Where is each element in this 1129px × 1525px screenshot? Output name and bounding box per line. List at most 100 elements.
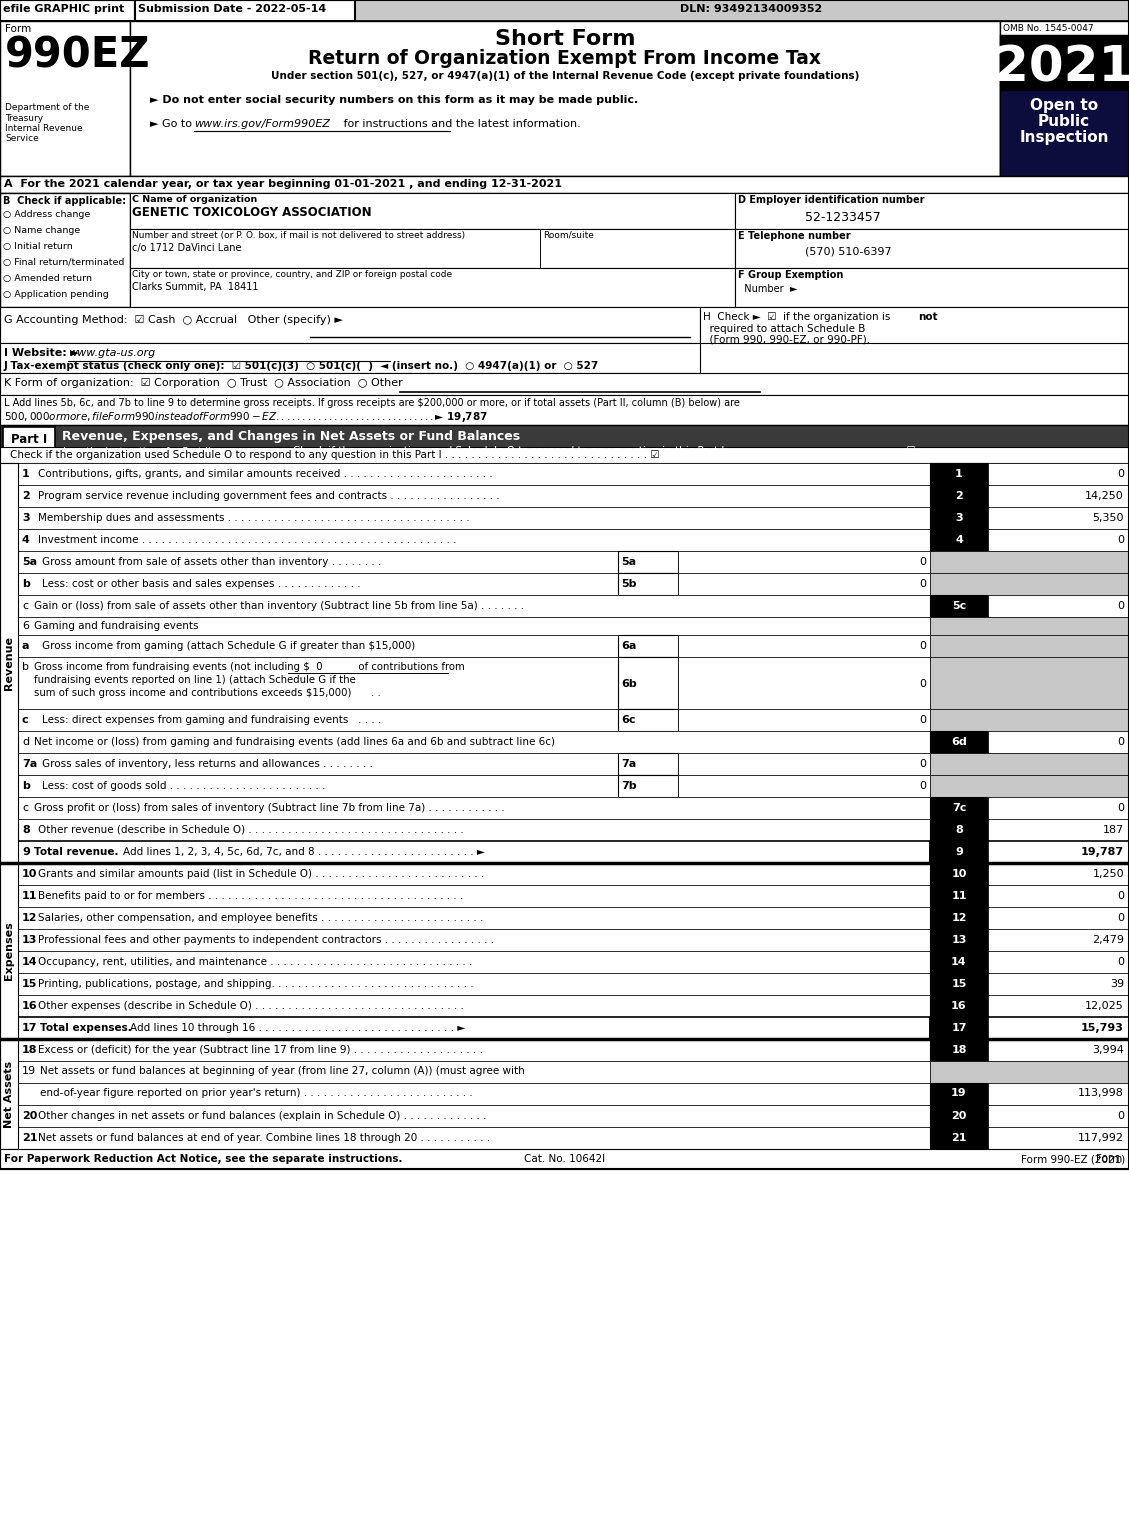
Bar [930, 485, 988, 506]
Bar [18, 573, 618, 595]
Text: Part I: Part I [11, 433, 47, 445]
Text: 11: 11 [952, 891, 966, 901]
Text: Printing, publications, postage, and shipping. . . . . . . . . . . . . . . . . .: Printing, publications, postage, and shi… [38, 979, 474, 990]
Text: Gaming and fundraising events: Gaming and fundraising events [34, 621, 199, 631]
Text: c/o 1712 DaVinci Lane: c/o 1712 DaVinci Lane [132, 242, 242, 253]
Text: E Telephone number: E Telephone number [738, 230, 850, 241]
Bar [135, 0, 355, 21]
Text: 12,025: 12,025 [1085, 1000, 1124, 1011]
Text: 0: 0 [919, 715, 926, 724]
Text: 6c: 6c [621, 715, 636, 724]
Bar [930, 753, 1129, 775]
Text: D Employer identification number: D Employer identification number [738, 195, 925, 204]
Bar [988, 1127, 1129, 1148]
Bar [930, 819, 988, 840]
Bar [18, 485, 930, 506]
Text: Number  ►: Number ► [738, 284, 797, 294]
Text: 4: 4 [955, 535, 963, 544]
Text: 14: 14 [21, 958, 37, 967]
Bar [930, 973, 988, 994]
Bar [18, 1106, 930, 1127]
Bar [679, 573, 930, 595]
Bar [18, 798, 930, 819]
Text: Excess or (deficit) for the year (Subtract line 17 from line 9) . . . . . . . . : Excess or (deficit) for the year (Subtra… [38, 1045, 483, 1055]
Bar [988, 907, 1129, 929]
Bar [930, 775, 1129, 798]
Text: 13: 13 [21, 935, 37, 945]
Bar [988, 973, 1129, 994]
Bar [930, 1061, 1129, 1083]
Text: 2,479: 2,479 [1092, 935, 1124, 945]
Text: Gain or (loss) from sale of assets other than inventory (Subtract line 5b from l: Gain or (loss) from sale of assets other… [34, 601, 524, 612]
Bar [679, 551, 930, 573]
Text: d: d [21, 737, 29, 747]
Text: ○ Initial return: ○ Initial return [3, 242, 72, 252]
Bar [0, 863, 18, 1039]
Text: Gross income from gaming (attach Schedule G if greater than $15,000): Gross income from gaming (attach Schedul… [42, 640, 415, 651]
Text: ► Do not enter social security numbers on this form as it may be made public.: ► Do not enter social security numbers o… [150, 95, 638, 105]
Bar [618, 573, 679, 595]
Text: sum of such gross income and contributions exceeds $15,000)      . .: sum of such gross income and contributio… [34, 688, 380, 698]
Text: Total expenses.: Total expenses. [40, 1023, 132, 1032]
Bar [0, 1039, 18, 1148]
Text: Investment income . . . . . . . . . . . . . . . . . . . . . . . . . . . . . . . : Investment income . . . . . . . . . . . … [38, 535, 456, 544]
Text: Net Assets: Net Assets [5, 1060, 14, 1127]
Text: 19,787: 19,787 [1080, 846, 1124, 857]
Text: Add lines 1, 2, 3, 4, 5c, 6d, 7c, and 8 . . . . . . . . . . . . . . . . . . . . : Add lines 1, 2, 3, 4, 5c, 6d, 7c, and 8 … [123, 846, 484, 857]
Text: 0: 0 [1117, 891, 1124, 901]
Text: H  Check ►  ☑  if the organization is: H Check ► ☑ if the organization is [703, 313, 894, 322]
Text: ► Go to: ► Go to [150, 119, 195, 130]
Text: 1: 1 [21, 470, 29, 479]
Bar [930, 657, 1129, 709]
Bar [930, 1017, 988, 1039]
Text: 52-1233457: 52-1233457 [805, 210, 881, 224]
Bar [679, 753, 930, 775]
Text: Membership dues and assessments . . . . . . . . . . . . . . . . . . . . . . . . : Membership dues and assessments . . . . … [38, 512, 470, 523]
Bar [618, 753, 679, 775]
Bar [130, 21, 1000, 175]
Text: ○ Final return/terminated: ○ Final return/terminated [3, 258, 124, 267]
Text: Gross profit or (loss) from sales of inventory (Subtract line 7b from line 7a) .: Gross profit or (loss) from sales of inv… [34, 804, 505, 813]
Text: Inspection: Inspection [1019, 130, 1109, 145]
Text: 15: 15 [21, 979, 37, 990]
Text: Occupancy, rent, utilities, and maintenance . . . . . . . . . . . . . . . . . . : Occupancy, rent, utilities, and maintena… [38, 958, 472, 967]
Text: 4: 4 [21, 535, 29, 544]
Bar [679, 709, 930, 730]
Text: ○ Amended return: ○ Amended return [3, 274, 91, 284]
Bar [1000, 21, 1129, 175]
Bar [679, 634, 930, 657]
Text: 16: 16 [21, 1000, 37, 1011]
Text: 0: 0 [1117, 470, 1124, 479]
Text: Less: direct expenses from gaming and fundraising events   . . . .: Less: direct expenses from gaming and fu… [42, 715, 382, 724]
Bar [988, 1039, 1129, 1061]
Text: 12: 12 [21, 913, 37, 923]
Text: Other revenue (describe in Schedule O) . . . . . . . . . . . . . . . . . . . . .: Other revenue (describe in Schedule O) .… [38, 825, 464, 836]
Text: Treasury: Treasury [5, 114, 43, 124]
Bar [618, 775, 679, 798]
Text: Room/suite: Room/suite [543, 230, 594, 239]
Text: Submission Date - 2022-05-14: Submission Date - 2022-05-14 [138, 5, 326, 14]
Bar [930, 863, 988, 884]
Text: Other changes in net assets or fund balances (explain in Schedule O) . . . . . .: Other changes in net assets or fund bala… [38, 1112, 487, 1121]
Bar [0, 21, 130, 175]
Text: Gross sales of inventory, less returns and allowances . . . . . . . .: Gross sales of inventory, less returns a… [42, 759, 373, 769]
Text: 2: 2 [21, 491, 29, 502]
Bar [618, 634, 679, 657]
Text: (Form 990, 990-EZ, or 990-PF).: (Form 990, 990-EZ, or 990-PF). [703, 334, 870, 345]
Text: GENETIC TOXICOLOGY ASSOCIATION: GENETIC TOXICOLOGY ASSOCIATION [132, 206, 371, 220]
Text: 6a: 6a [621, 640, 637, 651]
Bar [18, 730, 930, 753]
Bar [18, 952, 930, 973]
Text: Revenue: Revenue [5, 636, 14, 689]
Text: L Add lines 5b, 6c, and 7b to line 9 to determine gross receipts. If gross recei: L Add lines 5b, 6c, and 7b to line 9 to … [5, 398, 739, 409]
Text: Contributions, gifts, grants, and similar amounts received . . . . . . . . . . .: Contributions, gifts, grants, and simila… [38, 470, 492, 479]
Text: ○ Name change: ○ Name change [3, 226, 80, 235]
Text: City or town, state or province, country, and ZIP or foreign postal code: City or town, state or province, country… [132, 270, 452, 279]
Bar [18, 709, 618, 730]
Text: Public: Public [1038, 114, 1091, 130]
Bar [930, 464, 988, 485]
Text: 0: 0 [919, 640, 926, 651]
Text: 6d: 6d [951, 737, 966, 747]
Bar [0, 0, 1129, 1170]
Bar [0, 374, 1129, 395]
